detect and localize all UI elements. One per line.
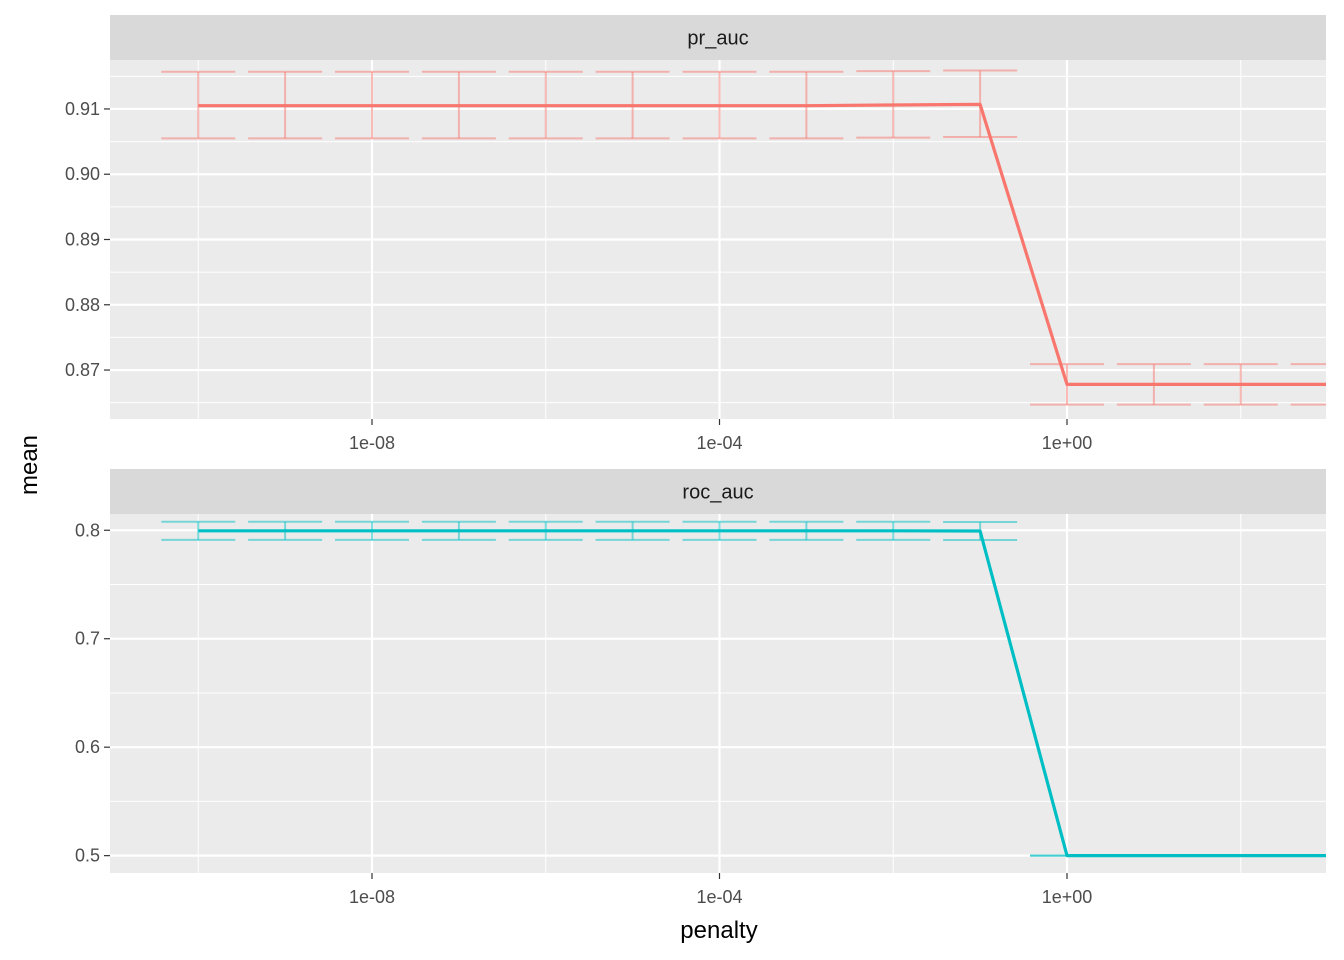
panel-data — [161, 520, 1326, 858]
y-tick-label: 0.90 — [65, 164, 100, 184]
x-tick-label: 1e-04 — [696, 887, 742, 907]
x-tick-label: 1e-08 — [349, 433, 395, 453]
y-tick-label: 0.89 — [65, 230, 100, 250]
panel-roc_auc: roc_auc 0.5 0.6 0.7 0.8 1e-08 1e-04 1e+00 — [75, 469, 1326, 907]
y-tick-label: 0.87 — [65, 360, 100, 380]
facet-strip — [110, 469, 1326, 514]
panel-data — [161, 69, 1326, 406]
x-tick-label: 1e+00 — [1042, 887, 1093, 907]
x-tick-label: 1e-04 — [696, 433, 742, 453]
y-tick-label: 0.6 — [75, 737, 100, 757]
error-bar — [161, 520, 236, 541]
y-tick-label: 0.5 — [75, 846, 100, 866]
error-bar — [161, 70, 236, 140]
y-tick-label: 0.7 — [75, 629, 100, 649]
panel-pr_auc: pr_auc 0.87 0.88 0.89 0.90 0.91 1e-08 1e-04 1e+0… — [65, 15, 1326, 453]
x-tick-label: 1e+00 — [1042, 433, 1093, 453]
y-tick-label: 0.88 — [65, 295, 100, 315]
y-tick-label: 0.8 — [75, 520, 100, 540]
series-line-pr_auc — [198, 102, 1326, 386]
facet-strip-label: pr_auc — [687, 28, 748, 50]
y-axis-title: mean — [16, 435, 43, 495]
x-axis-title: penalty — [680, 917, 757, 944]
panels: pr_auc 0.87 0.88 0.89 0.90 0.91 1e-08 1e-04 1e+0… — [65, 15, 1326, 907]
error-bar — [1290, 363, 1326, 406]
panel-background — [110, 514, 1326, 873]
facet-strip-label: roc_auc — [682, 482, 753, 504]
y-tick-label: 0.91 — [65, 99, 100, 119]
x-tick-label: 1e-08 — [349, 887, 395, 907]
series-line-roc_auc — [198, 529, 1326, 858]
facet-strip — [110, 15, 1326, 60]
